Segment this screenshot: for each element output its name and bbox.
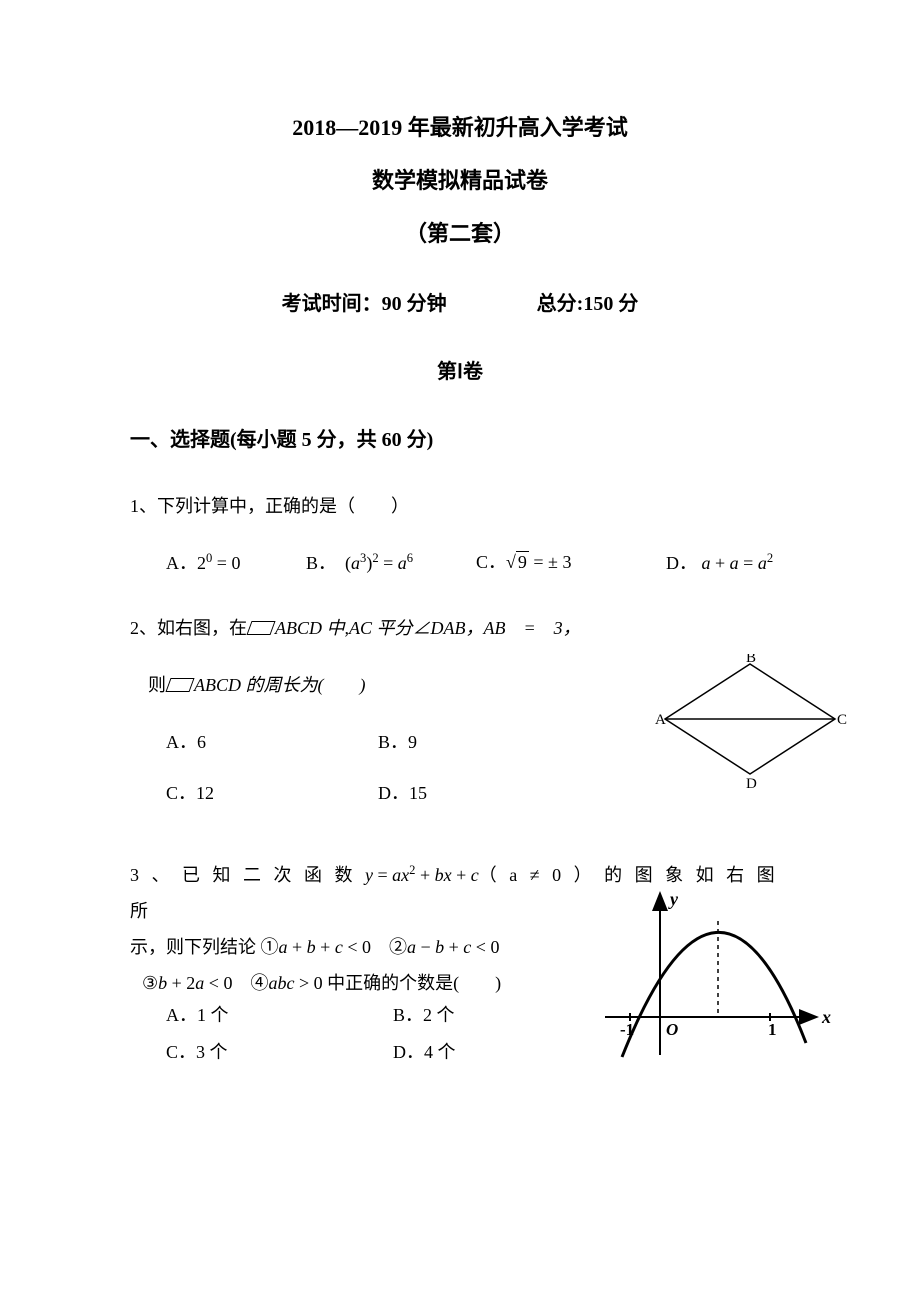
svg-text:D: D [746, 776, 757, 792]
title-line-1: 2018—2019 年最新初升高入学考试 [130, 110, 790, 145]
parallelogram-icon [246, 621, 275, 635]
q2-options-row-1: A．6 B．9 [166, 728, 590, 757]
svg-text:1: 1 [768, 1020, 777, 1039]
q2-stem-1: 2、如右图，在ABCD 中,AC 平分∠DAB，AB = 3， [130, 614, 790, 643]
svg-text:x: x [821, 1007, 831, 1027]
exam-time: 考试时间：90 分钟 [282, 293, 447, 315]
q3-opt-a: A．1 个 [166, 1001, 393, 1030]
question-2: 2、如右图，在ABCD 中,AC 平分∠DAB，AB = 3， 则ABCD 的周… [130, 614, 790, 807]
q2-stem-2: 则ABCD 的周长为( ) [130, 671, 590, 700]
parabola-diagram: O -1 1 y x [600, 887, 840, 1062]
q3-opt-c: C．3 个 [166, 1038, 393, 1067]
q2-stem-1-text: ABCD 中,AC 平分∠DAB，AB = 3， [275, 618, 581, 638]
q3-opt-b: B．2 个 [393, 1001, 620, 1030]
q2-opt-d: D．15 [378, 779, 590, 808]
q2-options-row-2: C．12 D．15 [166, 779, 590, 808]
svg-text:y: y [668, 889, 679, 909]
q1-opt-b: B． (a3)2 = a6 [306, 548, 476, 578]
q1-opt-c: C．9 = ± 3 [476, 548, 666, 578]
question-1: 1、下列计算中，正确的是（ ） A．20 = 0 B． (a3)2 = a6 C… [130, 492, 790, 579]
svg-text:-1: -1 [620, 1020, 634, 1039]
section-1-title: 一、选择题(每小题 5 分，共 60 分) [130, 424, 790, 456]
title-line-3: （第二套） [130, 216, 790, 251]
q2-opt-c: C．12 [166, 779, 378, 808]
q2-opt-a: A．6 [166, 728, 378, 757]
q3-opt-d: D．4 个 [393, 1038, 620, 1067]
q1-opt-d: D． a + a = a2 [666, 548, 773, 578]
q3-options-row-2: C．3 个 D．4 个 [166, 1038, 620, 1067]
q2-opt-b: B．9 [378, 728, 590, 757]
q3-options-row-1: A．1 个 B．2 个 [166, 1001, 620, 1030]
part-label: 第Ⅰ卷 [130, 356, 790, 388]
svg-text:B: B [746, 654, 756, 666]
svg-text:A: A [655, 712, 666, 728]
exam-info: 考试时间：90 分钟 总分:150 分 [130, 288, 790, 320]
q1-options-row: A．20 = 0 B． (a3)2 = a6 C．9 = ± 3 D． a + … [166, 548, 790, 578]
svg-text:O: O [666, 1020, 678, 1039]
q1-stem: 1、下列计算中，正确的是（ ） [130, 492, 790, 521]
q1-opt-a: A．20 = 0 [166, 548, 306, 578]
question-3: 3 、 已 知 二 次 函 数 y = ax2 + bx + c（ a ≠ 0 … [130, 857, 790, 1067]
svg-text:C: C [837, 712, 847, 728]
total-score: 总分:150 分 [537, 293, 639, 315]
parallelogram-icon [165, 678, 194, 692]
title-line-2: 数学模拟精品试卷 [130, 163, 790, 198]
q2-stem-2-text: ABCD 的周长为( ) [194, 675, 365, 695]
rhombus-diagram: A B C D [655, 654, 850, 794]
